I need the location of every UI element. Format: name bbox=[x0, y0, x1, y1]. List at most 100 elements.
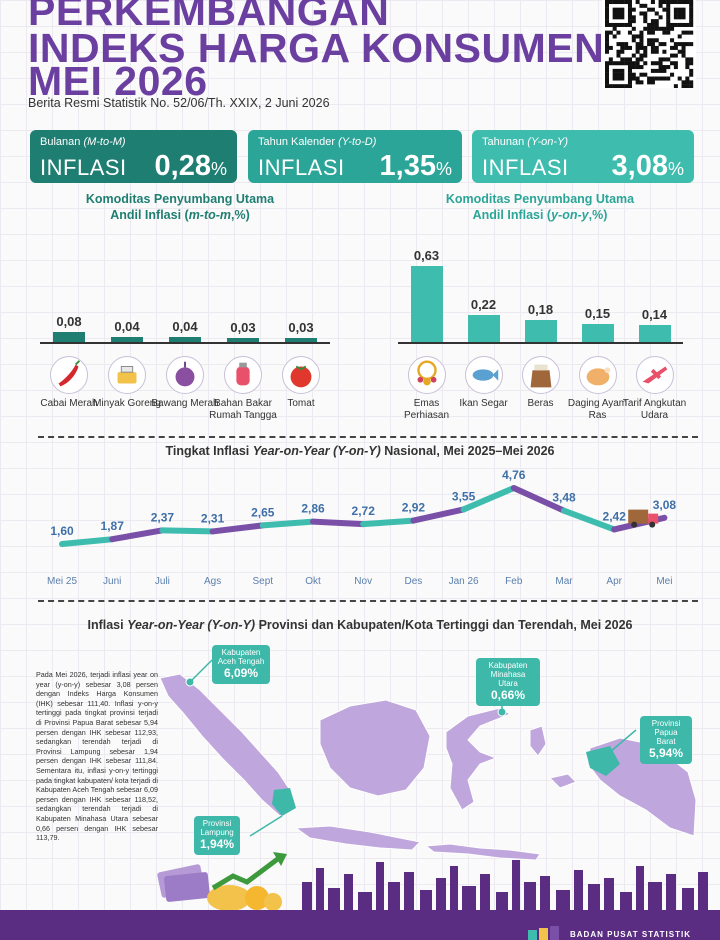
chart-baseline bbox=[40, 342, 330, 344]
mtm-title-post: ,%) bbox=[231, 208, 250, 222]
card-unit: % bbox=[435, 159, 452, 179]
footer-brand: BADAN PUSAT STATISTIK bbox=[570, 930, 691, 939]
card-label-em: (Y-on-Y) bbox=[527, 136, 569, 148]
chart-bar bbox=[285, 338, 317, 342]
callout-value: 6,09% bbox=[223, 666, 259, 680]
papua-barat-highlight bbox=[586, 746, 620, 776]
yoy-title-line1: Komoditas Penyumbang Utama bbox=[445, 192, 635, 206]
data-label: 0,04 bbox=[172, 319, 198, 335]
data-label: 2,92 bbox=[402, 501, 426, 515]
map-title-em: Year-on-Year (Y-on-Y) bbox=[127, 618, 256, 632]
card-ytd: Tahun Kalender (Y-to-D) INFLASI 1,35% bbox=[248, 130, 462, 183]
x-tick-label: Mei 25 bbox=[47, 576, 77, 587]
series-line-segment bbox=[410, 506, 467, 524]
chart-bar bbox=[169, 337, 201, 342]
java-island bbox=[294, 825, 422, 851]
data-label: 0,03 bbox=[230, 320, 256, 335]
callout-name: Provinsi Papua Barat bbox=[651, 719, 681, 746]
callout-name: Kabupaten Minahasa Utara bbox=[488, 661, 528, 688]
trend-title-em: Year-on-Year (Y-on-Y) bbox=[252, 444, 381, 458]
data-label: 4,76 bbox=[502, 468, 526, 482]
mtm-title-em: m-to-m bbox=[188, 208, 232, 222]
rice-sack-icon bbox=[521, 356, 560, 394]
divider bbox=[38, 600, 698, 602]
data-label: 0,08 bbox=[56, 314, 82, 330]
data-label: 0,14 bbox=[641, 307, 668, 323]
series-line-segment bbox=[310, 518, 367, 528]
gold-jewelry-icon bbox=[407, 356, 446, 394]
series-line-segment bbox=[109, 527, 166, 543]
callout-value: 0,66% bbox=[490, 688, 526, 702]
mtm-title-line1: Komoditas Penyumbang Utama bbox=[85, 192, 275, 206]
title-line-2: INDEKS HARGA KONSUMEN bbox=[28, 25, 605, 71]
yoy-title-em: y-on-y bbox=[551, 208, 589, 222]
map-title-pre: Inflasi bbox=[87, 618, 128, 632]
map-title: Inflasi Year-on-Year (Y-on-Y) Provinsi d… bbox=[20, 617, 700, 633]
category-label: Tomat bbox=[287, 398, 315, 409]
callout-line bbox=[189, 659, 213, 683]
x-tick-label: Mei bbox=[656, 576, 672, 587]
mtm-bar-chart: 0,08 Cabai Merah 0,04 Minyak Goreng 0,04 Bawa… bbox=[40, 240, 330, 435]
chart-bar bbox=[227, 338, 259, 342]
series-line-segment bbox=[59, 536, 116, 547]
chart-bar bbox=[524, 320, 557, 342]
x-tick-label: Juli bbox=[155, 576, 170, 587]
series-line-segment bbox=[259, 518, 316, 529]
bps-logo-icon bbox=[524, 926, 564, 940]
card-kind: INFLASI bbox=[482, 155, 569, 180]
callout-line bbox=[249, 815, 283, 837]
chart-baseline bbox=[398, 342, 683, 344]
cooking-oil-icon bbox=[108, 356, 146, 394]
delivery-truck-icon bbox=[628, 509, 659, 528]
data-label: 1,60 bbox=[50, 524, 74, 538]
x-tick-label: Nov bbox=[354, 576, 372, 587]
card-label: Tahunan bbox=[482, 136, 525, 148]
callout-value: 1,94% bbox=[199, 837, 235, 851]
footer-bar bbox=[0, 910, 720, 940]
yoy-title-pre: Andil Inflasi ( bbox=[472, 208, 552, 222]
series-line-segment bbox=[209, 522, 266, 535]
x-tick-label: Des bbox=[405, 576, 423, 587]
trend-title-post: Nasional, Mei 2025–Mei 2026 bbox=[380, 444, 555, 458]
x-tick-label: Mar bbox=[555, 576, 573, 587]
x-tick-label: Juni bbox=[103, 576, 121, 587]
data-label: 2,72 bbox=[352, 504, 376, 518]
x-tick-label: Ags bbox=[204, 576, 221, 587]
yoy-section-title: Komoditas Penyumbang Utama Andil Inflasi… bbox=[400, 191, 680, 223]
yoy-bar-chart: 0,63 Emas Perhiasan 0,22 Ikan Segar 0,18 Bera… bbox=[398, 240, 686, 435]
data-label: 0,03 bbox=[288, 320, 314, 335]
data-label: 3,55 bbox=[452, 489, 476, 503]
category-label: Ikan Segar bbox=[459, 398, 508, 409]
trend-line-chart: 1,60 Mei 25 1,87 Juni 2,37 Juli 2,31 Ags 2,65 Sep… bbox=[47, 468, 676, 587]
yoy-title-post: ,%) bbox=[588, 208, 608, 222]
title-line-3: MEI 2026 bbox=[28, 58, 208, 104]
chart-bar bbox=[581, 323, 614, 342]
title-line-1: PERKEMBANGAN bbox=[28, 0, 390, 34]
callout-name: Provinsi Lampung bbox=[200, 819, 234, 837]
callout-aceh-tengah: Kabupaten Aceh Tengah 6,09% bbox=[212, 645, 270, 684]
card-value: 3,08 bbox=[611, 150, 668, 182]
category-label: Tarif Angkutan Udara bbox=[622, 398, 687, 421]
x-tick-label: Feb bbox=[505, 576, 523, 587]
data-label: 2,37 bbox=[151, 510, 175, 524]
qr-code-icon bbox=[602, 0, 696, 88]
mtm-title-pre: Andil Inflasi ( bbox=[110, 208, 189, 222]
data-label: 2,65 bbox=[251, 505, 275, 519]
callout-lampung: Provinsi Lampung 1,94% bbox=[194, 816, 240, 855]
callout-minahasa-utara: Kabupaten Minahasa Utara 0,66% bbox=[476, 658, 540, 706]
callout-name: Kabupaten Aceh Tengah bbox=[217, 648, 265, 666]
map-description: Pada Mei 2026, terjadi inflasi year on y… bbox=[36, 670, 158, 843]
bali-nusa-tenggara bbox=[424, 843, 541, 861]
category-label: Minyak Goreng bbox=[93, 398, 161, 409]
card-unit: % bbox=[667, 159, 684, 179]
card-yoy: Tahunan (Y-on-Y) INFLASI 3,08% bbox=[472, 130, 694, 183]
category-label: Daging Ayam Ras bbox=[567, 398, 628, 421]
callout-papua-barat: Provinsi Papua Barat 5,94% bbox=[640, 716, 692, 764]
data-label: 0,15 bbox=[584, 305, 611, 321]
x-tick-label: Sept bbox=[253, 576, 274, 587]
trend-title: Tingkat Inflasi Year-on-Year (Y-on-Y) Na… bbox=[20, 443, 700, 459]
category-label: Cabai Merah bbox=[40, 398, 98, 409]
series-line-segment bbox=[561, 507, 618, 533]
card-kind: INFLASI bbox=[40, 155, 127, 180]
series-line-segment bbox=[460, 485, 517, 513]
